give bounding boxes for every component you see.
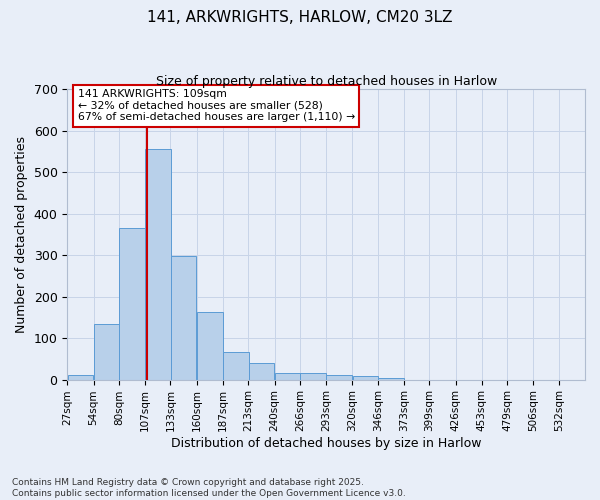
Text: 141, ARKWRIGHTS, HARLOW, CM20 3LZ: 141, ARKWRIGHTS, HARLOW, CM20 3LZ	[147, 10, 453, 25]
Y-axis label: Number of detached properties: Number of detached properties	[15, 136, 28, 333]
Text: Contains HM Land Registry data © Crown copyright and database right 2025.
Contai: Contains HM Land Registry data © Crown c…	[12, 478, 406, 498]
Bar	[170, 256, 196, 380]
Bar	[197, 312, 223, 380]
Text: 141 ARKWRIGHTS: 109sqm
← 32% of detached houses are smaller (528)
67% of semi-de: 141 ARKWRIGHTS: 109sqm ← 32% of detached…	[77, 89, 355, 122]
Bar	[300, 374, 326, 380]
Bar	[275, 372, 301, 380]
Bar	[353, 376, 379, 380]
Bar	[223, 352, 249, 380]
Bar	[326, 374, 352, 380]
Title: Size of property relative to detached houses in Harlow: Size of property relative to detached ho…	[155, 75, 497, 88]
Bar	[145, 150, 171, 380]
Bar	[119, 228, 145, 380]
X-axis label: Distribution of detached houses by size in Harlow: Distribution of detached houses by size …	[171, 437, 481, 450]
Bar	[68, 376, 94, 380]
Bar	[248, 363, 274, 380]
Bar	[378, 378, 404, 380]
Bar	[94, 324, 119, 380]
